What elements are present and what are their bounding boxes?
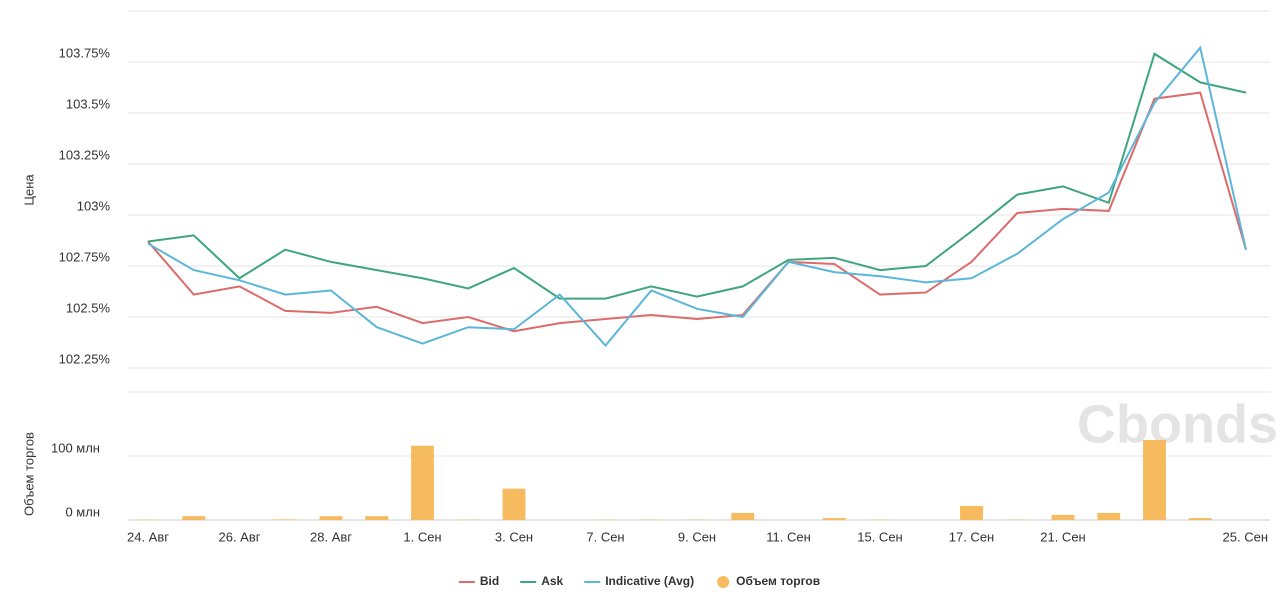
bar	[411, 445, 434, 520]
x-tick-label: 17. Сен	[949, 529, 994, 544]
line-series	[147, 91, 1247, 333]
x-tick-label: 7. Сен	[586, 529, 624, 544]
line-series	[147, 45, 1247, 348]
y-tick-label: 100 млн	[51, 440, 100, 455]
x-tick-label: 25. Сен	[1223, 529, 1268, 544]
bar	[502, 488, 526, 520]
legend-label: Bid	[480, 574, 499, 588]
x-tick-label: 9. Сен	[678, 529, 716, 544]
y-tick-label: 103.5%	[66, 96, 111, 111]
y-tick-label: 103.25%	[59, 147, 111, 162]
bar	[1143, 440, 1166, 520]
x-tick-label: 1. Сен	[403, 529, 441, 544]
y-axis-title: Цена	[21, 174, 36, 206]
bar	[731, 512, 755, 520]
line-series	[147, 52, 1247, 300]
x-tick-label: 3. Сен	[495, 529, 533, 544]
y-tick-label: 103.75%	[59, 45, 111, 60]
bar	[319, 516, 343, 520]
bar	[822, 518, 846, 520]
x-tick-label: 11. Сен	[766, 529, 811, 544]
bar	[1097, 512, 1121, 520]
x-tick-label: 21. Сен	[1040, 529, 1085, 544]
bar	[1051, 514, 1075, 520]
bar	[1188, 518, 1212, 520]
legend-label: Indicative (Avg)	[605, 574, 694, 588]
y-tick-label: 103%	[77, 198, 111, 213]
watermark: Cbonds	[1077, 394, 1278, 454]
bar	[960, 505, 983, 520]
x-tick-label: 24. Авг	[127, 529, 169, 544]
bar	[182, 516, 206, 520]
legend-label: Объем торгов	[736, 574, 820, 588]
y-tick-label: 102.75%	[59, 249, 111, 264]
y-tick-label: 0 млн	[65, 504, 100, 519]
y-tick-label: 102.25%	[59, 351, 111, 366]
legend-label: Ask	[541, 574, 563, 588]
bar	[273, 519, 297, 520]
bar	[365, 516, 389, 520]
x-tick-label: 28. Авг	[310, 529, 352, 544]
x-tick-label: 26. Авг	[218, 529, 260, 544]
y-tick-label: 102.5%	[66, 300, 111, 315]
x-tick-label: 15. Сен	[857, 529, 902, 544]
legend-symbol	[717, 576, 730, 588]
y-axis-title: Объем торгов	[21, 432, 36, 516]
